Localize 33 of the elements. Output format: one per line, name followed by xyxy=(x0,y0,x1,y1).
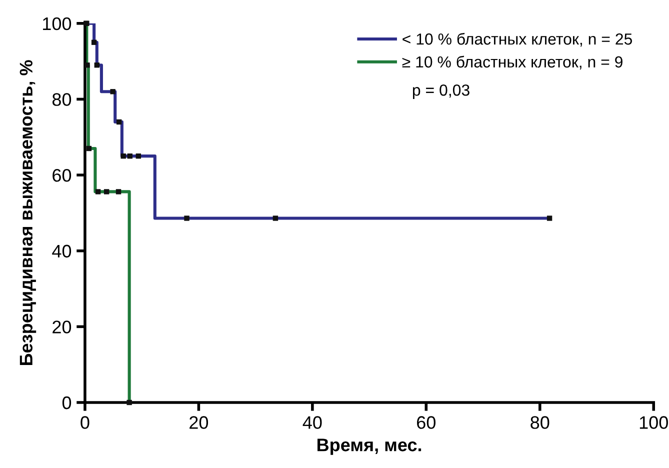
x-tick-label: 80 xyxy=(530,416,550,429)
x-tick-label: 40 xyxy=(302,416,322,429)
point xyxy=(91,40,97,45)
annotation: p = 0,03 xyxy=(412,84,470,99)
point xyxy=(127,153,132,159)
point xyxy=(104,189,110,194)
point xyxy=(120,153,126,159)
legend-label: ≥ 10 % бластных клеток, n = 9 xyxy=(402,56,622,70)
point xyxy=(116,189,122,194)
point xyxy=(184,216,190,221)
x-tick-label: 100 xyxy=(640,416,668,429)
y-axis-title: Безрецидивная выживаемость, % xyxy=(20,60,36,365)
point xyxy=(86,146,92,152)
x-axis-title: Время, мес. xyxy=(318,438,422,455)
y-tick-label: 100 xyxy=(43,17,72,30)
point xyxy=(126,400,132,406)
x-tick-label: 0 xyxy=(80,416,90,429)
point xyxy=(94,62,100,68)
point xyxy=(110,89,116,94)
x-tick-label: 20 xyxy=(190,416,208,429)
legend-label: < 10 % бластных клеток, n = 25 xyxy=(402,32,632,47)
point xyxy=(136,153,142,159)
y-tick-label: 0 xyxy=(62,396,72,410)
y-tick-label: 40 xyxy=(52,244,72,258)
point xyxy=(546,216,552,221)
point xyxy=(116,119,122,125)
x-tick-label: 60 xyxy=(417,416,436,429)
point xyxy=(84,62,90,68)
y-tick-label: 80 xyxy=(52,93,72,106)
point xyxy=(95,189,101,194)
point xyxy=(272,216,278,221)
y-tick-label: 20 xyxy=(52,320,72,334)
y-tick-label: 60 xyxy=(52,168,72,182)
